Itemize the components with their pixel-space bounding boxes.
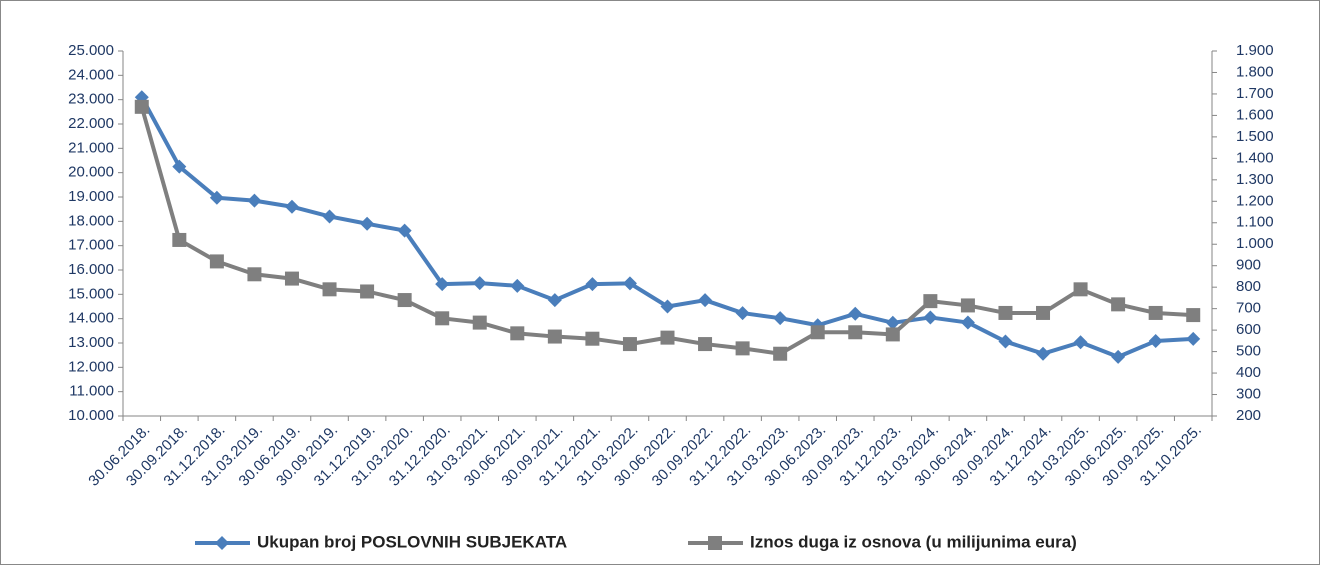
y-tick-label: 15.000 [68,285,114,302]
data-point [660,299,675,314]
data-point [435,311,450,326]
y2-tick-label: 1.400 [1236,149,1274,166]
data-point [735,306,750,321]
data-point [923,294,938,309]
data-point [998,334,1013,349]
y-tick-label: 16.000 [68,261,114,278]
data-point [960,315,975,330]
y-tick-label: 23.000 [68,91,114,108]
data-point [472,315,487,330]
data-point [848,325,863,340]
y2-tick-label: 1.000 [1236,235,1274,252]
y2-tick-label: 1.800 [1236,63,1274,80]
y-tick-label: 12.000 [68,358,114,375]
y2-tick-label: 1.100 [1236,214,1274,231]
y2-tick-label: 1.500 [1236,128,1274,145]
y-tick-label: 10.000 [68,407,114,424]
data-point [622,276,637,291]
y-tick-label: 22.000 [68,115,114,132]
data-point [322,209,337,224]
y2-tick-label: 1.300 [1236,171,1274,188]
data-point [1073,335,1088,350]
data-point [284,271,299,286]
data-point [998,305,1013,320]
data-point [1186,331,1201,346]
y-tick-label: 14.000 [68,310,114,327]
y-tick-label: 24.000 [68,66,114,83]
data-point [1036,346,1051,361]
y2-tick-label: 200 [1236,407,1261,424]
legend-label: Iznos duga iz osnova (u milijunima eura) [750,532,1077,551]
data-point [547,293,562,308]
data-point [585,277,600,292]
data-point [510,326,525,341]
y-tick-label: 21.000 [68,139,114,156]
data-point [1073,282,1088,297]
data-point [247,267,262,282]
y2-tick-label: 300 [1236,385,1261,402]
data-point [698,293,713,308]
y2-tick-label: 500 [1236,343,1261,360]
y2-tick-label: 1.200 [1236,192,1274,209]
data-point [284,199,299,214]
data-point [622,337,637,352]
data-point [209,190,224,205]
data-point [322,282,337,297]
data-point [660,330,675,345]
data-point [960,298,975,313]
data-point [134,99,149,114]
y-tick-label: 20.000 [68,164,114,181]
y-tick-label: 11.000 [69,383,114,400]
data-point [923,310,938,325]
data-point [510,278,525,293]
y-tick-label: 18.000 [68,212,114,229]
data-point [885,315,900,330]
data-point [810,325,825,340]
data-point [360,284,375,299]
data-point [172,232,187,247]
data-point [885,327,900,342]
data-point [435,277,450,292]
data-point [1186,308,1201,323]
data-point [1111,297,1126,312]
y2-tick-label: 400 [1236,364,1261,381]
y-tick-label: 13.000 [68,334,114,351]
data-point [585,331,600,346]
data-point [360,216,375,231]
data-point [735,341,750,356]
legend-marker [215,536,229,550]
legend-label: Ukupan broj POSLOVNIH SUBJEKATA [257,532,567,551]
data-point [773,346,788,361]
data-point [848,306,863,321]
y2-tick-label: 1.700 [1236,85,1274,102]
y2-tick-label: 900 [1236,257,1261,274]
y-tick-label: 25.000 [68,42,114,59]
data-point [397,293,412,308]
data-point [1036,305,1051,320]
y-tick-label: 17.000 [68,237,114,254]
data-point [698,337,713,352]
data-point [247,193,262,208]
y2-tick-label: 800 [1236,278,1261,295]
data-point [209,254,224,269]
y2-tick-label: 1.900 [1236,42,1274,59]
y2-tick-label: 600 [1236,321,1261,338]
data-point [1111,349,1126,364]
y2-tick-label: 700 [1236,300,1261,317]
data-point [1148,305,1163,320]
data-point [1148,334,1163,349]
data-point [397,223,412,238]
y-tick-label: 19.000 [68,188,114,205]
legend-marker [708,536,722,550]
data-point [472,276,487,291]
data-point [172,159,187,174]
data-point [773,311,788,326]
data-point [547,329,562,344]
y2-tick-label: 1.600 [1236,106,1274,123]
